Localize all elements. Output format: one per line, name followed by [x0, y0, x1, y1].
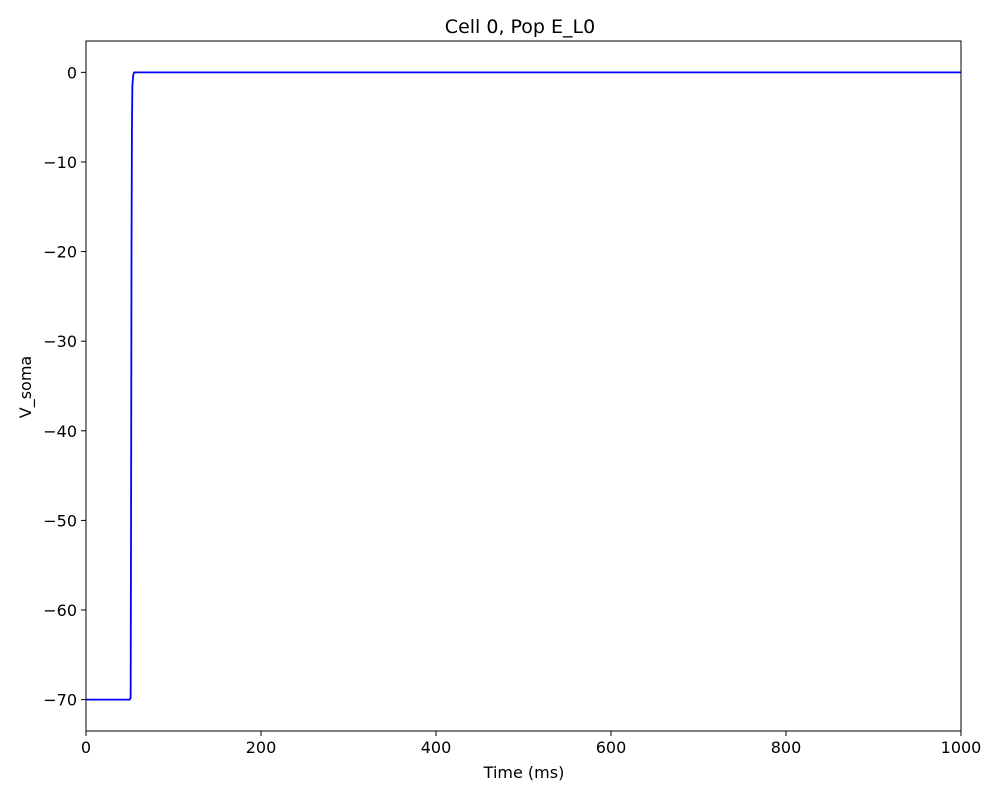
x-axis-label: Time (ms)	[483, 763, 565, 782]
y-axis-label: V_soma	[16, 356, 36, 418]
y-tick-label: −60	[43, 601, 77, 620]
y-tick-label: −20	[43, 243, 77, 262]
chart-title: Cell 0, Pop E_L0	[445, 16, 595, 38]
y-axis: 0 −10 −20 −30 −40 −50 −60 −70	[43, 63, 86, 710]
x-axis: 0 200 400 600 800 1000	[81, 731, 981, 757]
x-tick-label: 1000	[941, 738, 982, 757]
x-tick-label: 600	[596, 738, 627, 757]
x-tick-label: 800	[771, 738, 802, 757]
x-tick-label: 0	[81, 738, 91, 757]
y-tick-label: 0	[67, 63, 77, 82]
series-layer	[86, 71, 961, 701]
plot-frame	[85, 40, 962, 732]
y-tick-label: −50	[43, 511, 77, 530]
series-line-0	[86, 71, 961, 701]
x-tick-label: 400	[421, 738, 452, 757]
y-tick-label: −40	[43, 422, 77, 441]
y-tick-label: −30	[43, 332, 77, 351]
y-tick-label: −10	[43, 153, 77, 172]
y-tick-label: −70	[43, 691, 77, 710]
x-tick-label: 200	[246, 738, 277, 757]
